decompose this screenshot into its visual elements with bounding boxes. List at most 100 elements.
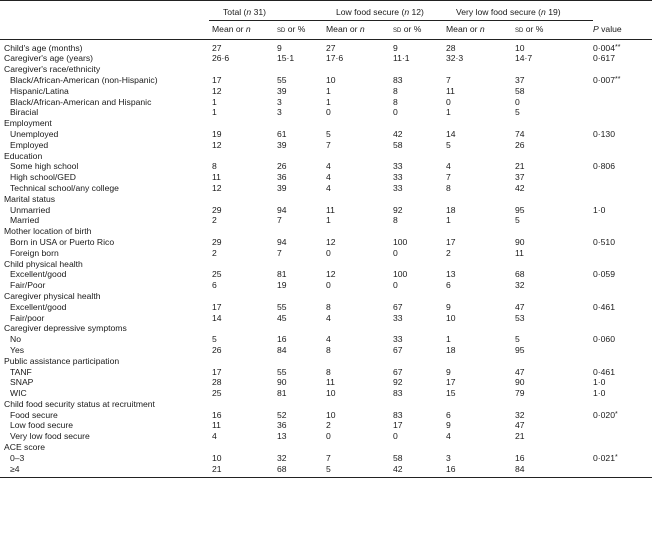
p-value-cell: 0·059 — [593, 269, 652, 280]
low-n-cell: 4 — [326, 312, 331, 323]
section-header-row: Marital status — [0, 194, 652, 205]
p-value-cell — [593, 345, 652, 356]
low-pct-cell: 42 — [393, 128, 403, 139]
low-pct-cell: 33 — [393, 312, 403, 323]
low-pct-cell: 8 — [393, 85, 398, 96]
vlow-n-cell: 10 — [446, 312, 456, 323]
row-label: Low food secure — [10, 420, 74, 431]
table-row: WIC 25 81 10 83 15 79 1·0 — [0, 388, 652, 399]
low-n-cell: 0 — [326, 247, 331, 258]
vlow-pct-cell: 21 — [515, 161, 525, 172]
row-label: SNAP — [10, 377, 34, 388]
total-n-cell: 25 — [212, 388, 222, 399]
row-label: Foreign born — [10, 247, 59, 258]
section-label: Caregiver's race/ethnicity — [4, 64, 101, 75]
total-n-cell: 12 — [212, 85, 222, 96]
p-value-cell — [593, 172, 652, 183]
low-pct-cell: 67 — [393, 366, 403, 377]
low-n-cell: 1 — [326, 215, 331, 226]
vlow-pct-cell: 95 — [515, 344, 525, 355]
vlow-n-cell: 7 — [446, 172, 451, 183]
total-n-cell: 5 — [212, 334, 217, 345]
low-pct-cell: 33 — [393, 161, 403, 172]
p-value: 0·461 — [593, 366, 615, 377]
table-row: No 5 16 4 33 1 5 0·060 — [0, 334, 652, 345]
total-pct-cell: 52 — [277, 409, 287, 420]
total-n-cell: 8 — [212, 161, 217, 172]
p-value-cell: 0·060 — [593, 334, 652, 345]
low-n-cell: 5 — [326, 128, 331, 139]
p-value-cell: 0·806 — [593, 161, 652, 172]
p-value-cell: 0·021* — [593, 453, 652, 464]
low-pct-cell: 33 — [393, 172, 403, 183]
vlow-n-cell: 15 — [446, 388, 456, 399]
table-row: Caregiver's age (years) 26·6 15·1 17·6 11·1 3… — [0, 53, 652, 64]
row-label: Fair/Poor — [10, 280, 46, 291]
vlow-n-cell: 9 — [446, 420, 451, 431]
vlow-pct-cell: 21 — [515, 431, 525, 442]
section-header-row: Education — [0, 151, 652, 162]
p-value: 0·060 — [593, 334, 615, 345]
low-n-cell: 0 — [326, 280, 331, 291]
vlow-pct-cell: 84 — [501, 463, 593, 479]
vlow-pct-cell: 14·7 — [515, 53, 533, 64]
total-pct-cell: 36 — [277, 172, 287, 183]
table-row: SNAP 28 90 11 92 17 90 1·0 — [0, 377, 652, 388]
total-pct-cell: 55 — [277, 366, 287, 377]
vlow-n-cell: 18 — [446, 344, 456, 355]
table-row: Very low food secure 4 13 0 0 4 21 — [0, 431, 652, 442]
low-pct-cell: 67 — [393, 301, 403, 312]
total-n-cell: 12 — [212, 139, 222, 150]
vlow-n-cell: 4 — [446, 161, 451, 172]
table-row: Employed 12 39 7 58 5 26 — [0, 140, 652, 151]
low-n-cell: 7 — [326, 139, 331, 150]
section-header-row: Caregiver physical health — [0, 291, 652, 302]
total-pct-cell: 9 — [277, 42, 282, 53]
total-pct-cell: 26 — [277, 161, 287, 172]
total-n-cell: 11 — [212, 172, 221, 183]
row-label: Very low food secure — [10, 431, 90, 442]
low-n-cell: 8 — [326, 344, 331, 355]
low-n-cell: 10 — [326, 388, 336, 399]
vlow-pct-cell: 47 — [515, 420, 525, 431]
low-pct-cell: 0 — [393, 107, 398, 118]
row-label: No — [10, 334, 21, 345]
total-n-cell: 1 — [212, 96, 217, 107]
vlow-n-cell: 16 — [442, 463, 501, 479]
total-pct-cell: 13 — [277, 431, 287, 442]
low-pct-cell: 58 — [393, 452, 403, 463]
vlow-pct-cell: 0 — [515, 96, 520, 107]
col-mean-header: Mean or n — [322, 20, 379, 40]
vlow-pct-cell: 47 — [515, 366, 525, 377]
total-pct-cell: 81 — [277, 269, 287, 280]
vlow-n-cell: 6 — [446, 409, 451, 420]
table-row: ≥4 21 68 5 42 16 84 — [0, 463, 652, 479]
table-row: Yes 26 84 8 67 18 95 — [0, 345, 652, 356]
row-label: Yes — [10, 344, 25, 355]
low-pct-cell: 67 — [393, 344, 403, 355]
vlow-n-cell: 9 — [446, 301, 451, 312]
total-pct-cell: 39 — [277, 139, 287, 150]
vlow-pct-cell: 95 — [515, 204, 525, 215]
total-pct-cell: 94 — [277, 236, 287, 247]
p-value-cell — [593, 215, 652, 226]
total-n-cell: 2 — [212, 215, 217, 226]
low-n-cell: 11 — [326, 204, 335, 215]
low-pct-cell: 17 — [393, 420, 403, 431]
p-value-cell: 0·130 — [593, 129, 652, 140]
vlow-pct-cell: 47 — [515, 301, 525, 312]
row-label: Caregiver's age (years) — [4, 53, 94, 64]
vlow-pct-cell: 37 — [515, 74, 525, 85]
table-row: Unmarried 29 94 11 92 18 95 1·0 — [0, 205, 652, 216]
total-n-cell: 16 — [212, 409, 222, 420]
table-row: Biracial 1 3 0 0 1 5 — [0, 107, 652, 118]
section-header-row: Child food security status at recruitmen… — [0, 399, 652, 410]
p-value: 0·007 — [593, 74, 615, 85]
vlow-n-cell: 9 — [446, 366, 451, 377]
table-row: Low food secure 11 36 2 17 9 47 — [0, 420, 652, 431]
vlow-pct-cell: 10 — [515, 42, 525, 53]
low-pct-cell: 8 — [393, 215, 398, 226]
table-row: Unemployed 19 61 5 42 14 74 0·130 — [0, 129, 652, 140]
low-pct-cell: 33 — [393, 334, 403, 345]
section-label: ACE score — [4, 442, 46, 453]
